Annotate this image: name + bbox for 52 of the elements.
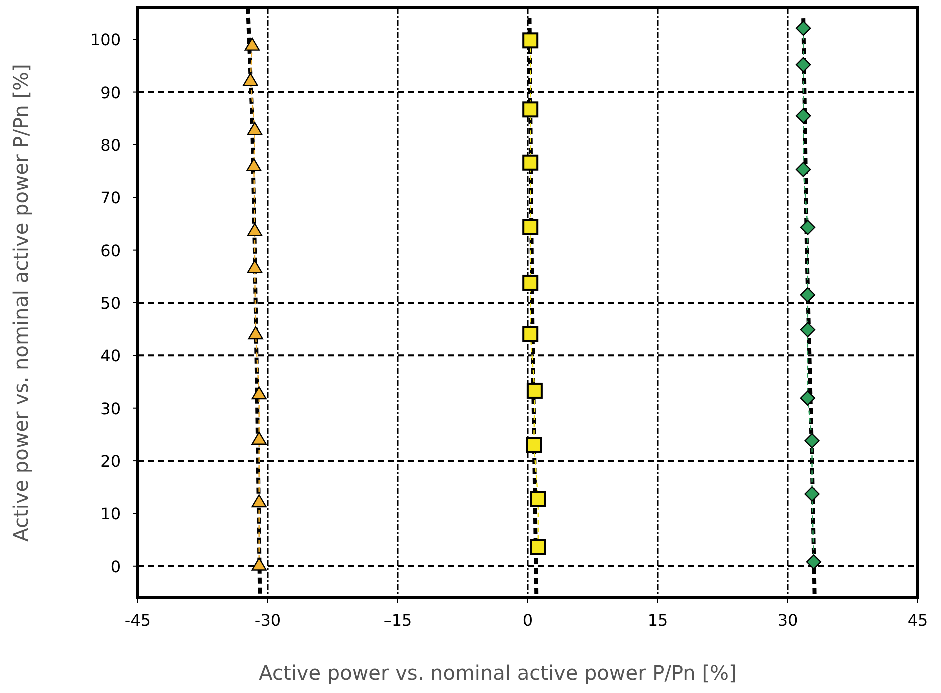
point (522, 219, 539, 236)
point (247, 223, 263, 236)
x-tick-label: 15 (648, 611, 668, 630)
y-tick-label: 20 (100, 452, 121, 472)
y-tick-label: 100 (90, 30, 121, 50)
x-tick-label: -30 (254, 611, 282, 630)
point (526, 437, 542, 454)
y-tick-label: 80 (100, 136, 121, 155)
point (248, 326, 264, 340)
point (526, 382, 543, 399)
y-tick-label: 30 (100, 399, 121, 418)
y-axis-title: Active power vs. nominal active power P/Pn [%] (9, 64, 33, 542)
x-tick-label: 0 (522, 611, 534, 630)
point (796, 162, 812, 178)
point (247, 260, 263, 274)
x-tick-label: -45 (124, 611, 152, 630)
point (530, 539, 546, 556)
point (247, 122, 263, 136)
point (800, 390, 816, 406)
point (522, 154, 539, 171)
point (804, 433, 820, 449)
x-axis-title: Active power vs. nominal active power P/Pn [%] (259, 661, 737, 685)
y-tick-label: 10 (100, 504, 121, 524)
point (804, 486, 820, 502)
x-tick-label: 30 (778, 611, 798, 630)
point (806, 554, 822, 570)
point (796, 20, 812, 36)
point (252, 494, 267, 508)
point (252, 432, 267, 445)
point (243, 73, 258, 86)
x-tick-label: 45 (908, 611, 928, 630)
point (796, 57, 812, 72)
point (522, 102, 539, 118)
point (522, 274, 539, 291)
point (800, 220, 816, 236)
point (244, 38, 260, 51)
y-tick-label: 60 (100, 241, 121, 260)
y-tick-label: 70 (100, 188, 121, 208)
x-tick-label: –15 (384, 611, 412, 630)
point (522, 32, 539, 49)
y-tick-label: 50 (100, 294, 121, 313)
point (530, 491, 546, 508)
y-tick-label: 0 (110, 557, 121, 576)
y-tick-label: 40 (100, 346, 121, 366)
point (800, 288, 816, 303)
point (246, 158, 262, 172)
point (522, 326, 539, 342)
point (800, 322, 816, 338)
point (796, 108, 812, 124)
point (252, 386, 267, 400)
point (252, 558, 267, 571)
y-tick-label: 90 (100, 83, 121, 102)
